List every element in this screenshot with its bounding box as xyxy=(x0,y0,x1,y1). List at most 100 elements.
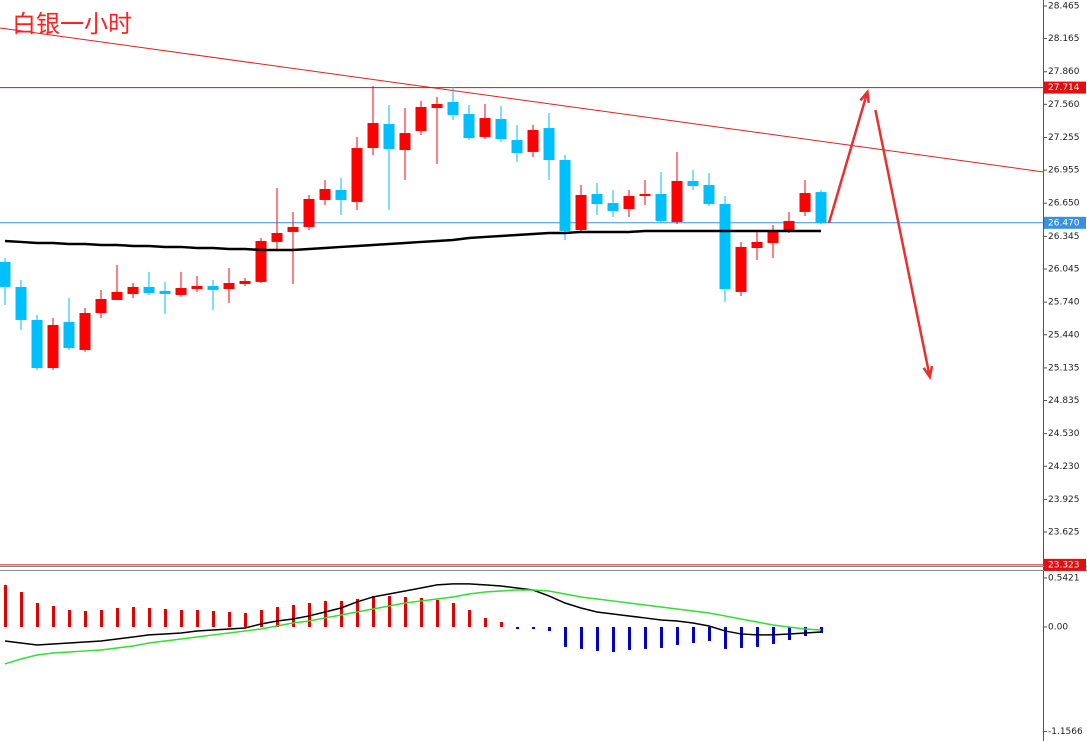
histogram-bar xyxy=(212,610,215,627)
histogram-bar xyxy=(164,608,167,627)
candle-body xyxy=(463,114,475,139)
candle-body xyxy=(239,280,251,284)
y-tick-label: 26.345 xyxy=(1048,232,1080,242)
histogram-bar xyxy=(340,600,343,627)
moving-average xyxy=(4,229,821,252)
histogram-bar xyxy=(548,626,551,631)
candle-body xyxy=(207,285,219,290)
histogram-bar xyxy=(644,626,647,649)
indicator-line xyxy=(4,583,822,646)
histogram-bar xyxy=(116,607,119,627)
candle-body xyxy=(479,118,491,137)
y-tick-label: 0.00 xyxy=(1048,622,1068,632)
trend-line xyxy=(0,27,1044,173)
candle-body xyxy=(287,226,299,232)
candle-body xyxy=(367,123,379,149)
candle-body xyxy=(47,324,59,369)
histogram-bar xyxy=(148,607,151,627)
candle-body xyxy=(303,199,315,227)
candle-body xyxy=(175,288,187,295)
histogram-bar xyxy=(628,626,631,650)
y-tick-label: 23.625 xyxy=(1048,528,1080,538)
histogram-bar xyxy=(356,598,359,627)
y-tick-label: 26.045 xyxy=(1048,265,1080,275)
histogram-bar xyxy=(228,611,231,627)
histogram-bar xyxy=(100,609,103,627)
y-tick-label: 24.230 xyxy=(1048,462,1080,472)
candle-body xyxy=(527,129,539,152)
histogram-bar xyxy=(84,610,87,627)
price-label: 26.470 xyxy=(1048,218,1080,228)
y-tick-label: 24.835 xyxy=(1048,396,1080,406)
candle-body xyxy=(335,189,347,200)
candle-body xyxy=(511,139,523,154)
histogram-bar xyxy=(276,606,279,627)
candle-body xyxy=(143,286,155,294)
y-tick-label: -1.1566 xyxy=(1048,727,1083,737)
candle-body xyxy=(687,180,699,186)
histogram-bar xyxy=(308,603,311,627)
histogram-bar xyxy=(436,599,439,627)
histogram-bar xyxy=(452,603,455,627)
histogram-bar xyxy=(260,609,263,627)
histogram-bar xyxy=(420,597,423,627)
histogram-bar xyxy=(468,609,471,627)
histogram-bar xyxy=(324,600,327,627)
histogram-bar xyxy=(612,626,615,653)
price-label-box xyxy=(1044,81,1086,94)
histogram-bar xyxy=(500,622,503,627)
histogram-bar xyxy=(580,626,583,649)
candle-body xyxy=(63,321,75,349)
y-tick-label: 25.440 xyxy=(1048,330,1080,340)
candle-body xyxy=(783,220,795,232)
candle-body xyxy=(79,313,91,350)
candle-body xyxy=(543,128,555,160)
y-tick-label: 28.465 xyxy=(1048,1,1080,11)
candle-body xyxy=(415,106,427,131)
candle-body xyxy=(607,203,619,211)
candle-body xyxy=(159,290,171,294)
candle-body xyxy=(703,184,715,205)
y-tick-label: 25.740 xyxy=(1048,298,1080,308)
histogram-bar xyxy=(484,617,487,627)
histogram-bar xyxy=(724,626,727,649)
candle-body xyxy=(431,104,443,109)
histogram-bar xyxy=(244,612,247,627)
y-tick-label: 24.530 xyxy=(1048,429,1080,439)
histogram-bar xyxy=(804,626,807,637)
candle-body xyxy=(127,286,139,294)
candle-body xyxy=(111,291,123,300)
y-tick-label: 27.255 xyxy=(1048,133,1080,143)
candle-body xyxy=(767,231,779,244)
candle-body xyxy=(223,283,235,289)
histogram-bar xyxy=(388,595,391,627)
candle-body xyxy=(399,133,411,150)
histogram-bar xyxy=(404,596,407,627)
indicator-line xyxy=(4,589,822,665)
histogram-bar xyxy=(196,609,199,627)
candle-body xyxy=(751,241,763,249)
candle-body xyxy=(655,194,667,221)
candle-body xyxy=(495,119,507,140)
y-tick-label: 25.135 xyxy=(1048,363,1080,373)
candle-body xyxy=(0,261,11,287)
candle-body xyxy=(191,285,203,289)
candle-body xyxy=(319,189,331,200)
candle-body xyxy=(575,194,587,230)
arrow xyxy=(827,88,870,224)
y-tick-label: 26.650 xyxy=(1048,199,1080,209)
histogram-bar xyxy=(756,626,759,647)
candle-body xyxy=(671,180,683,222)
candle-body xyxy=(559,159,571,231)
arrow xyxy=(874,109,934,381)
candle-body xyxy=(271,233,283,242)
price-label-box xyxy=(1044,558,1086,571)
candle-body xyxy=(95,298,107,314)
price-label-box xyxy=(1044,216,1086,229)
histogram-bar xyxy=(68,609,71,627)
y-tick-label: 23.925 xyxy=(1048,495,1080,505)
histogram-bar xyxy=(372,595,375,627)
histogram-bar xyxy=(4,584,7,627)
candle-body xyxy=(623,195,635,210)
candle-body xyxy=(15,286,27,320)
